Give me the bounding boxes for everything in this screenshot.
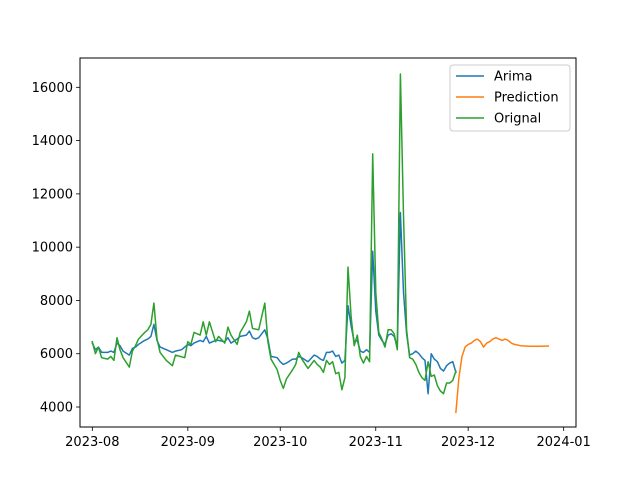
y-tick-label: 8000 (40, 294, 73, 309)
series-line-arima (91, 211, 457, 395)
y-tick-label: 6000 (40, 347, 73, 362)
plot-frame (79, 57, 577, 428)
legend: Arima Prediction Orignal (449, 64, 571, 132)
x-tick-label: 2024-01 (537, 435, 591, 450)
y-tick-label: 16000 (32, 81, 73, 96)
x-tick-label: 2023-12 (441, 435, 495, 450)
y-tick-label: 12000 (32, 187, 73, 202)
series-lines (91, 73, 550, 414)
legend-label-arima: Arima (494, 70, 532, 85)
legend-label-orignal: Orignal (494, 112, 541, 127)
x-tick-label: 2023-11 (349, 435, 403, 450)
x-tick-label: 2023-09 (161, 435, 215, 450)
x-tick-label: 2023-10 (253, 435, 307, 450)
legend-label-prediction: Prediction (494, 91, 559, 106)
y-axis: 4000 6000 8000 10000 12000 14000 16000 (32, 81, 80, 416)
series-line-orignal (91, 73, 457, 395)
y-tick-label: 14000 (32, 134, 73, 149)
legend-box (449, 64, 571, 132)
y-tick-label: 4000 (40, 401, 73, 416)
x-tick-label: 2023-08 (65, 435, 119, 450)
series-line-prediction (455, 336, 550, 414)
x-axis: 2023-08 2023-09 2023-10 2023-11 2023-12 2024-… (65, 427, 591, 450)
y-tick-label: 10000 (32, 241, 73, 256)
